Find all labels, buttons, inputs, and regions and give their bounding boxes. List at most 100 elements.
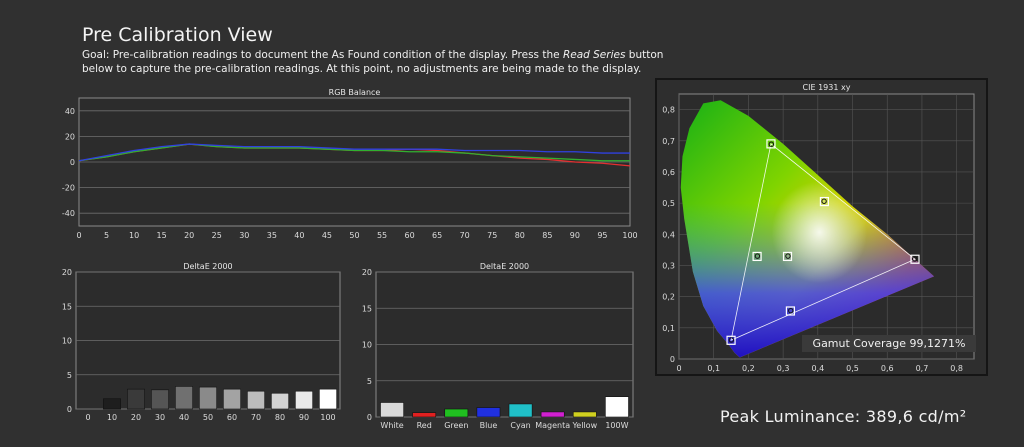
bar-80 xyxy=(271,392,289,410)
measured-point xyxy=(728,337,735,343)
x-tick-label: 10 xyxy=(107,413,117,422)
bar-Yellow xyxy=(572,411,597,418)
y-tick-label: 0 xyxy=(670,355,675,364)
bar-70 xyxy=(247,390,265,410)
target-square xyxy=(752,251,762,262)
y-tick-label: 0,3 xyxy=(662,261,675,270)
x-tick-label: 0,4 xyxy=(811,364,824,373)
x-tick-label: 50 xyxy=(203,413,213,422)
page-title: Pre Calibration View xyxy=(82,24,273,46)
bar-90 xyxy=(295,390,313,410)
y-tick-label: 5 xyxy=(367,377,372,386)
x-tick-label: 0,2 xyxy=(742,364,755,373)
x-tick-label: Red xyxy=(417,421,432,430)
x-tick-label: 100W xyxy=(605,421,628,430)
x-tick-label: 95 xyxy=(597,231,607,240)
cie-panel: CIE 1931 xy 0,8 0,7 0,6 0,5 0,4 0,3 0,2 0,1 0 0 0,1… xyxy=(655,78,988,376)
peak-luminance: Peak Luminance: 389,6 cd/m² xyxy=(720,407,967,426)
chart-title: DeltaE 2000 xyxy=(183,262,232,271)
y-tick-label: 0,6 xyxy=(662,168,675,177)
y-tick-label: 10 xyxy=(362,341,372,350)
measured-point xyxy=(788,307,794,314)
target-square xyxy=(766,139,776,149)
y-tick-label: 20 xyxy=(65,132,75,141)
x-tick-label: 85 xyxy=(542,231,552,240)
x-tick-label: 75 xyxy=(487,231,497,240)
deltae-colors-chart: DeltaE 2000 20 15 10 5 0 White Red Green Blue Cyan… xyxy=(362,262,634,430)
y-tick-label: 40 xyxy=(65,107,75,116)
y-tick-label: 20 xyxy=(362,268,372,277)
rgb-balance-chart: RGB Balance 40 20 0 -20 -40 0 5 10 15 20 25 30 35 40 45… xyxy=(62,88,638,240)
x-tick-label: 45 xyxy=(322,231,332,240)
x-tick-label: 60 xyxy=(227,413,237,422)
x-tick-label: 5 xyxy=(104,231,109,240)
goal-description: Goal: Pre-calibration readings to docume… xyxy=(82,48,692,76)
x-tick-label: 65 xyxy=(432,231,442,240)
x-tick-label: 10 xyxy=(129,231,139,240)
x-tick-label: Cyan xyxy=(510,421,530,430)
x-tick-label: White xyxy=(380,421,403,430)
y-tick-label: 0,2 xyxy=(662,293,675,302)
x-tick-label: 15 xyxy=(157,231,167,240)
bar-White xyxy=(380,402,404,418)
bar-30 xyxy=(151,389,169,410)
x-tick-label: 0,6 xyxy=(881,364,894,373)
x-tick-label: 35 xyxy=(267,231,277,240)
y-tick-label: -40 xyxy=(62,209,75,218)
x-tick-label: 60 xyxy=(405,231,415,240)
y-tick-label: 5 xyxy=(67,371,72,380)
bar-40 xyxy=(175,386,193,410)
measured-point xyxy=(821,198,827,204)
bar-100 xyxy=(319,388,337,410)
bar-Green xyxy=(444,408,469,418)
goal-text-prefix: Goal: Pre-calibration readings to docume… xyxy=(82,49,563,61)
x-tick-label: 0 xyxy=(76,231,81,240)
measured-point xyxy=(785,253,791,259)
y-tick-label: 0,1 xyxy=(662,324,675,333)
target-square xyxy=(785,306,796,316)
x-tick-label: 90 xyxy=(299,413,309,422)
x-tick-label: 30 xyxy=(155,413,165,422)
target-square xyxy=(910,254,920,264)
target-square xyxy=(726,335,736,345)
bar-10 xyxy=(103,398,121,410)
y-tick-label: 15 xyxy=(362,304,372,313)
bar-Magenta xyxy=(540,411,565,418)
x-tick-label: 20 xyxy=(184,231,194,240)
bar-50 xyxy=(199,386,217,410)
x-tick-label: 100 xyxy=(622,231,637,240)
x-tick-label: Green xyxy=(444,421,468,430)
x-tick-label: 80 xyxy=(275,413,285,422)
x-tick-label: 0 xyxy=(85,413,90,422)
x-tick-label: 70 xyxy=(460,231,470,240)
x-tick-label: 20 xyxy=(131,413,141,422)
bar-Cyan xyxy=(508,403,533,418)
y-tick-label: 0,8 xyxy=(662,106,675,115)
x-tick-label: 0,5 xyxy=(846,364,859,373)
read-series-reference: Read Series xyxy=(562,49,626,61)
gamut-triangle xyxy=(730,143,916,341)
y-tick-label: 0,4 xyxy=(662,230,675,239)
chart-title: CIE 1931 xy xyxy=(803,83,851,92)
y-tick-label: 0,7 xyxy=(662,137,675,146)
y-tick-label: 20 xyxy=(62,268,72,277)
chart-title: RGB Balance xyxy=(329,88,381,97)
x-tick-label: 0,3 xyxy=(777,364,790,373)
x-tick-label: 50 xyxy=(349,231,359,240)
x-tick-label: 0 xyxy=(676,364,681,373)
chart-title: DeltaE 2000 xyxy=(480,262,529,271)
bar-Blue xyxy=(476,407,501,418)
bar-Red xyxy=(412,412,437,418)
x-tick-label: 40 xyxy=(294,231,304,240)
x-tick-label: 0,8 xyxy=(950,364,963,373)
y-tick-label: -20 xyxy=(62,184,75,193)
bar-100W xyxy=(605,396,629,418)
x-tick-label: Blue xyxy=(480,421,498,430)
y-tick-label: 0 xyxy=(70,158,75,167)
x-tick-label: Magenta xyxy=(535,421,570,430)
x-tick-label: 90 xyxy=(570,231,580,240)
target-square xyxy=(819,196,830,207)
target-square xyxy=(782,251,793,262)
measured-point xyxy=(754,253,761,259)
